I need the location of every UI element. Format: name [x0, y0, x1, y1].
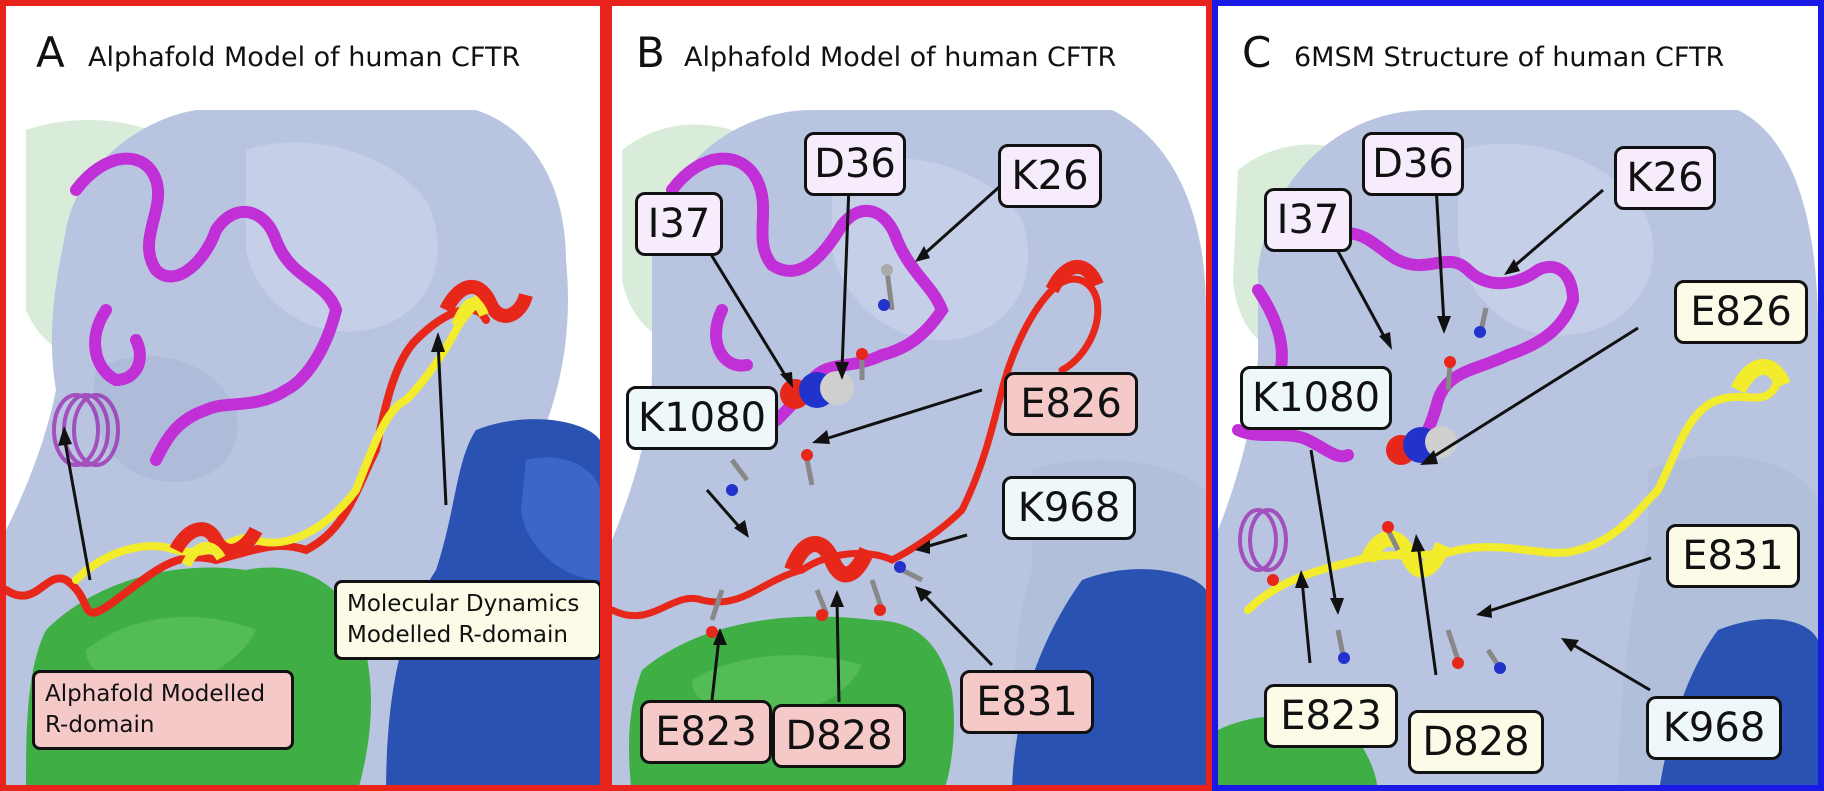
panel-b: B Alphafold Model of human CFTR: [606, 0, 1212, 791]
residue-label-e826: E826: [1004, 372, 1138, 436]
residue-label-i37: I37: [1264, 188, 1352, 252]
note-line: Modelled R-domain: [347, 622, 568, 648]
residue-label-e823: E823: [1264, 684, 1398, 748]
panel-a: A Alphafold Model of human CFTR: [0, 0, 606, 791]
note-line: Molecular Dynamics: [347, 591, 580, 617]
panel-title: Alphafold Model of human CFTR: [88, 42, 521, 73]
panel-title: Alphafold Model of human CFTR: [684, 42, 1117, 73]
residue-label-d36: D36: [1362, 132, 1464, 196]
residue-label-k968: K968: [1002, 476, 1136, 540]
residue-label-e831: E831: [1666, 524, 1800, 588]
panel-letter: C: [1242, 28, 1272, 77]
residue-label-k26: K26: [998, 144, 1102, 208]
residue-label-d828: D828: [772, 704, 906, 768]
residue-label-d36: D36: [804, 132, 906, 196]
md-rdomain-note: Molecular Dynamics Modelled R-domain: [334, 580, 600, 660]
panel-c: C 6MSM Structure of human CFTR: [1212, 0, 1824, 791]
residue-label-e823: E823: [640, 700, 772, 764]
note-line: R-domain: [45, 712, 155, 738]
residue-label-k1080: K1080: [1240, 366, 1392, 430]
residue-label-d828: D828: [1408, 710, 1544, 774]
panel-letter: B: [636, 28, 665, 77]
residue-label-k968: K968: [1646, 696, 1782, 760]
residue-label-k26: K26: [1614, 146, 1716, 210]
residue-label-e826: E826: [1674, 280, 1808, 344]
panel-title: 6MSM Structure of human CFTR: [1294, 42, 1725, 73]
residue-label-i37: I37: [635, 192, 723, 256]
residue-label-k1080: K1080: [626, 386, 778, 450]
panel-letter: A: [36, 28, 65, 77]
residue-label-e831: E831: [960, 670, 1094, 734]
note-line: Alphafold Modelled: [45, 681, 266, 707]
alphafold-rdomain-note: Alphafold Modelled R-domain: [32, 670, 294, 750]
